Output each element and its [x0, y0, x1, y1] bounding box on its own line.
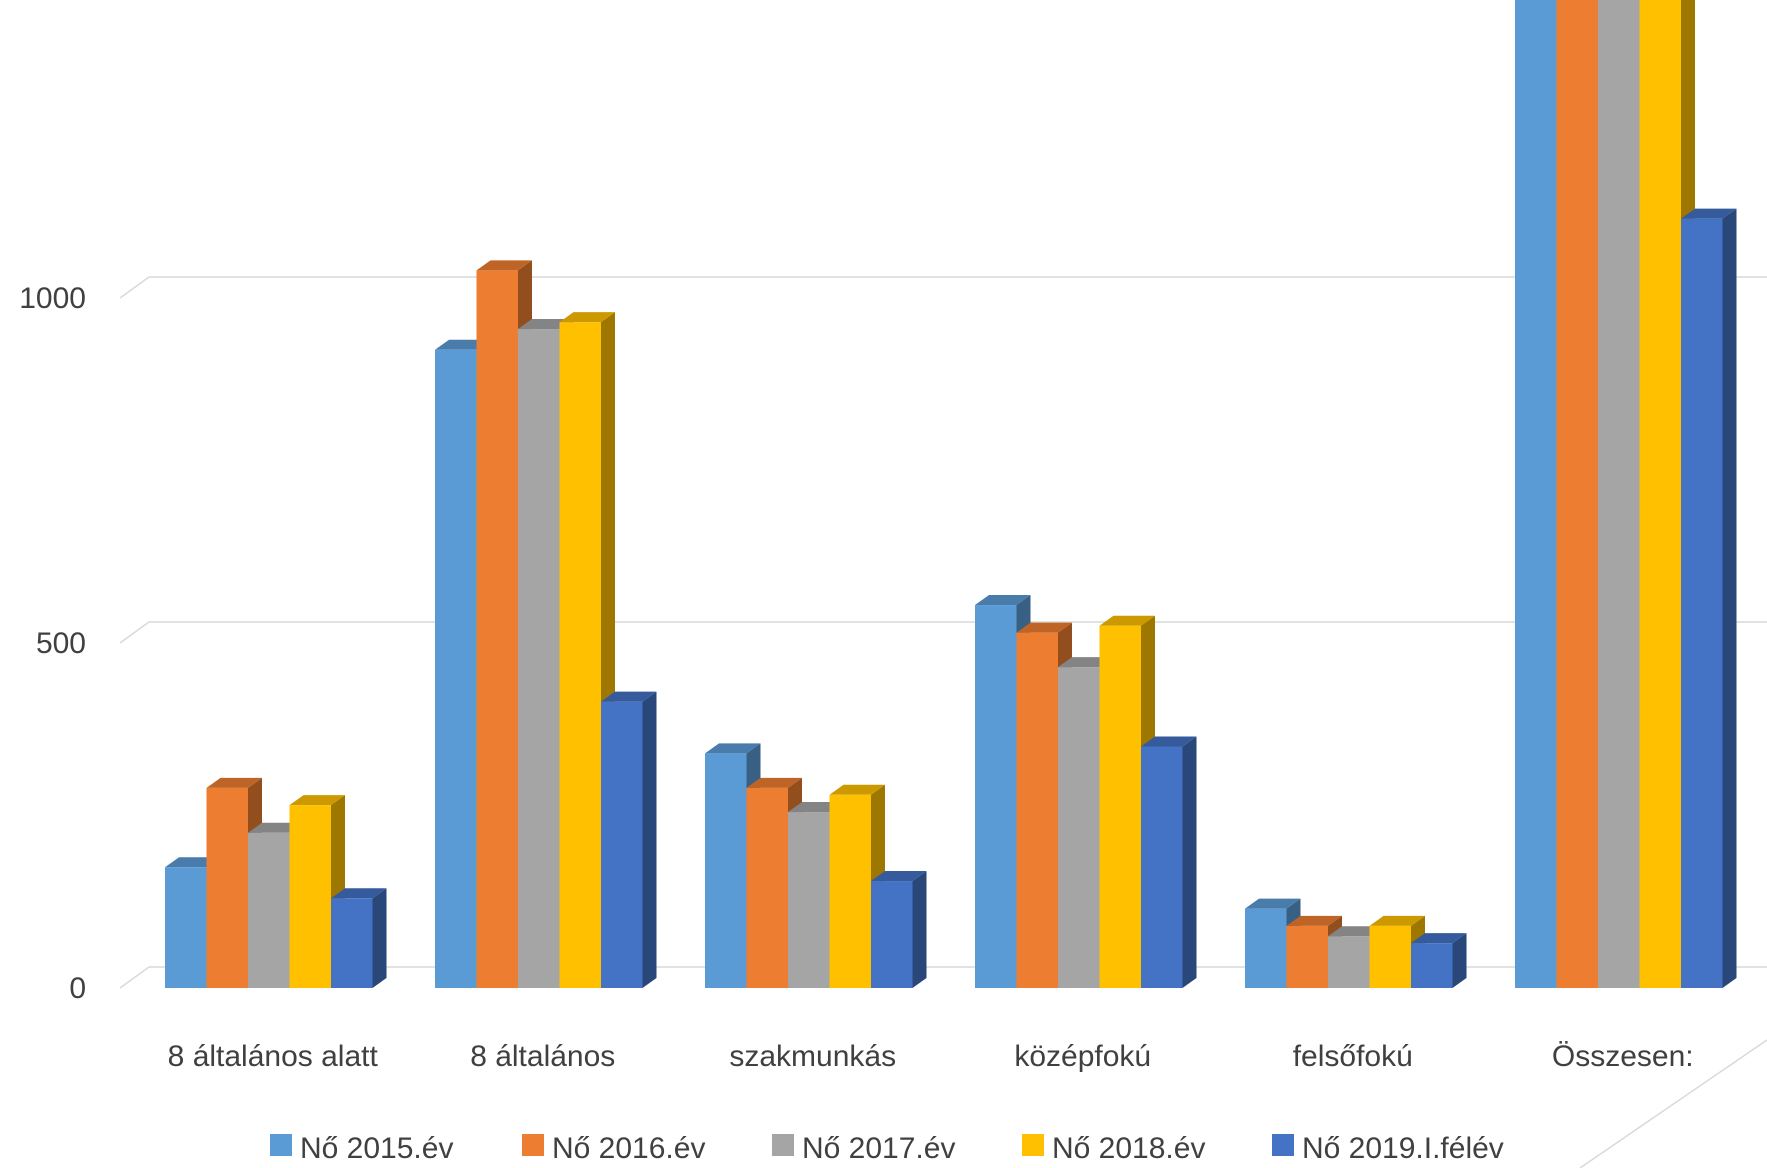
bars — [165, 0, 1737, 989]
legend-item: Nő 2017.év — [772, 1132, 955, 1165]
legend-label: Nő 2015.év — [300, 1132, 453, 1165]
bar — [871, 871, 927, 988]
floor-edge — [1579, 1039, 1767, 1168]
y-axis-ticks: 05001000150020002500 — [19, 282, 86, 1005]
gridline — [119, 966, 1767, 989]
gridline — [119, 276, 1767, 299]
x-axis-categories: 8 általános alatt 8 általános szakmunkás kö… — [168, 1040, 1694, 1073]
bar — [1411, 933, 1467, 988]
legend-swatch — [772, 1134, 794, 1156]
x-category-label: Összesen: — [1552, 1040, 1694, 1073]
gridline — [119, 621, 1767, 644]
legend-swatch — [522, 1134, 544, 1156]
legend-item: Nő 2019.I.félév — [1272, 1132, 1504, 1165]
legend-item: Nő 2016.év — [522, 1132, 705, 1165]
y-tick-label: 1000 — [19, 282, 86, 315]
x-category-label: felsőfokú — [1293, 1040, 1413, 1073]
legend-label: Nő 2016.év — [552, 1132, 705, 1165]
y-tick-label: 500 — [36, 627, 86, 660]
x-category-label: szakmunkás — [729, 1040, 896, 1073]
bar — [601, 691, 657, 988]
x-category-label: középfokú — [1014, 1040, 1151, 1073]
gridlines — [119, 276, 1767, 1168]
legend-swatch — [1272, 1134, 1294, 1156]
legend-label: Nő 2017.év — [802, 1132, 955, 1165]
x-category-label: 8 általános — [470, 1040, 615, 1073]
legend-item: Nő 2018.év — [1022, 1132, 1205, 1165]
legend-swatch — [1022, 1134, 1044, 1156]
x-category-label: 8 általános alatt — [168, 1040, 379, 1073]
legend-item: Nő 2015.év — [270, 1132, 453, 1165]
bar — [331, 888, 387, 988]
legend-label: Nő 2019.I.félév — [1302, 1132, 1504, 1165]
legend-label: Nő 2018.év — [1052, 1132, 1205, 1165]
legend: Nő 2015.év Nő 2016.év Nő 2017.év Nő 2018.év… — [270, 1132, 1504, 1165]
y-tick-label: 0 — [69, 972, 86, 1005]
bar — [1141, 736, 1197, 988]
bar — [1681, 208, 1737, 988]
legend-swatch — [270, 1134, 292, 1156]
